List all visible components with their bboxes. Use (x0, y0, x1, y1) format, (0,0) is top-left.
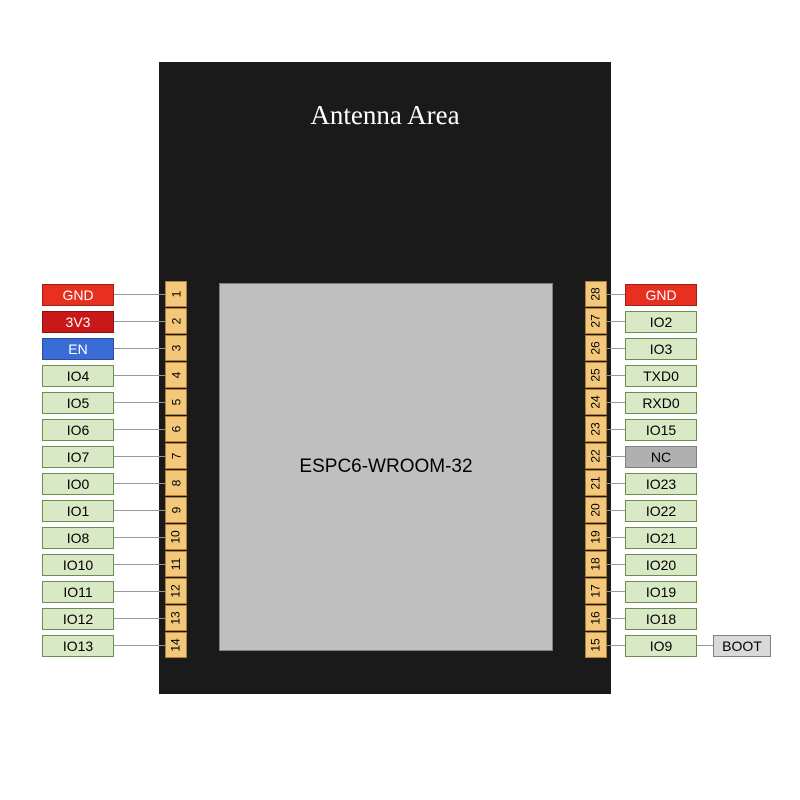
pin-wire (607, 294, 625, 295)
pin-number: 11 (165, 551, 187, 577)
pin-number: 5 (165, 389, 187, 415)
pin-wire (114, 645, 165, 646)
pin-label: IO5 (42, 392, 114, 414)
pin-number: 17 (585, 578, 607, 604)
pin-label: IO20 (625, 554, 697, 576)
pin-label: TXD0 (625, 365, 697, 387)
pin-wire (607, 645, 625, 646)
pin-label: EN (42, 338, 114, 360)
pin-label: GND (42, 284, 114, 306)
pin-wire (114, 510, 165, 511)
pin-number: 23 (585, 416, 607, 442)
pin-wire (607, 537, 625, 538)
pin-wire (697, 645, 713, 646)
pin-label: IO1 (42, 500, 114, 522)
pin-wire (607, 375, 625, 376)
pin-wire (607, 348, 625, 349)
pin-wire (114, 294, 165, 295)
pin-number: 9 (165, 497, 187, 523)
pin-wire (607, 618, 625, 619)
pin-label: IO2 (625, 311, 697, 333)
pin-wire (114, 618, 165, 619)
pin-number: 15 (585, 632, 607, 658)
pin-label: IO6 (42, 419, 114, 441)
pin-label: IO3 (625, 338, 697, 360)
pin-wire (607, 510, 625, 511)
pin-wire (607, 456, 625, 457)
pin-number: 16 (585, 605, 607, 631)
pin-number: 28 (585, 281, 607, 307)
pin-number: 12 (165, 578, 187, 604)
chip-die: ESPC6-WROOM-32 (219, 283, 553, 651)
pin-label: 3V3 (42, 311, 114, 333)
pin-number: 18 (585, 551, 607, 577)
pin-wire (607, 591, 625, 592)
pin-label: NC (625, 446, 697, 468)
pin-wire (607, 321, 625, 322)
chip-label: ESPC6-WROOM-32 (299, 456, 472, 478)
pin-wire (114, 321, 165, 322)
pin-wire (607, 429, 625, 430)
pin-label: GND (625, 284, 697, 306)
pin-label: IO23 (625, 473, 697, 495)
pin-number: 20 (585, 497, 607, 523)
pin-label: IO13 (42, 635, 114, 657)
pin-label: IO18 (625, 608, 697, 630)
pin-wire (114, 456, 165, 457)
pin-label: RXD0 (625, 392, 697, 414)
pin-wire (607, 564, 625, 565)
pin-label: IO10 (42, 554, 114, 576)
pin-wire (607, 402, 625, 403)
pin-wire (114, 483, 165, 484)
pin-number: 27 (585, 308, 607, 334)
pin-wire (114, 591, 165, 592)
pin-label: IO15 (625, 419, 697, 441)
pin-number: 22 (585, 443, 607, 469)
pin-wire (607, 483, 625, 484)
pin-label: IO9 (625, 635, 697, 657)
pin-number: 6 (165, 416, 187, 442)
pin-number: 3 (165, 335, 187, 361)
pin-wire (114, 537, 165, 538)
pin-number: 21 (585, 470, 607, 496)
pin-label: IO19 (625, 581, 697, 603)
pin-number: 24 (585, 389, 607, 415)
pin-wire (114, 375, 165, 376)
pin-wire (114, 429, 165, 430)
pin-label: IO22 (625, 500, 697, 522)
pin-label: IO7 (42, 446, 114, 468)
pin-number: 26 (585, 335, 607, 361)
pin-number: 2 (165, 308, 187, 334)
pin-label: IO12 (42, 608, 114, 630)
pin-number: 25 (585, 362, 607, 388)
pin-number: 10 (165, 524, 187, 550)
pin-label: IO4 (42, 365, 114, 387)
antenna-area-label: Antenna Area (159, 100, 611, 131)
pin-label: IO11 (42, 581, 114, 603)
pin-wire (114, 348, 165, 349)
pin-label: IO0 (42, 473, 114, 495)
pin-number: 4 (165, 362, 187, 388)
pin-label: IO21 (625, 527, 697, 549)
pin-number: 8 (165, 470, 187, 496)
pin-wire (114, 402, 165, 403)
pin-number: 1 (165, 281, 187, 307)
pin-extra-label: BOOT (713, 635, 771, 657)
pin-label: IO8 (42, 527, 114, 549)
pin-wire (114, 564, 165, 565)
pin-number: 14 (165, 632, 187, 658)
pin-number: 13 (165, 605, 187, 631)
pin-number: 7 (165, 443, 187, 469)
pin-number: 19 (585, 524, 607, 550)
